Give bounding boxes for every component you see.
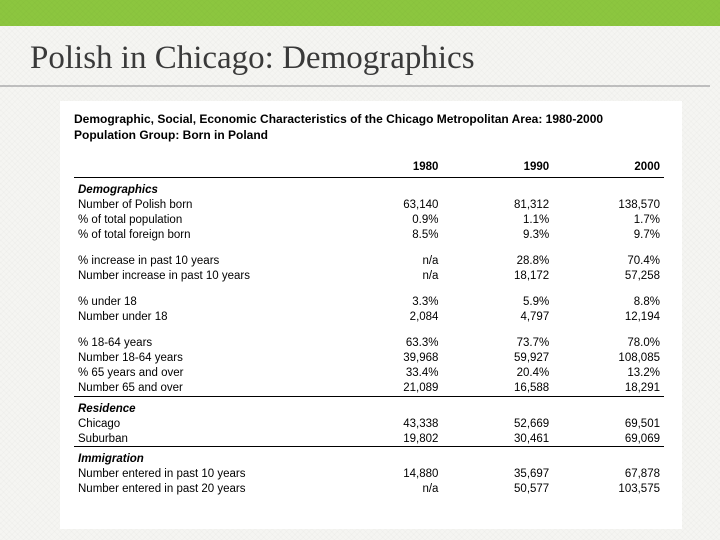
cell-value: 108,085	[553, 351, 664, 366]
section-heading: Immigration	[74, 447, 664, 467]
col-header-year: 2000	[553, 149, 664, 178]
cell-value: n/a	[332, 269, 443, 284]
row-label: % increase in past 10 years	[74, 254, 332, 269]
table-row: Number 18-64 years39,96859,927108,085	[74, 351, 664, 366]
table-row: Number entered in past 10 years14,88035,…	[74, 467, 664, 482]
cell-value: 8.5%	[332, 228, 443, 243]
col-header-year: 1990	[442, 149, 553, 178]
cell-value: 16,588	[442, 381, 553, 397]
table-row: % 65 years and over33.4%20.4%13.2%	[74, 366, 664, 381]
row-label: Number entered in past 10 years	[74, 467, 332, 482]
col-header-blank	[74, 149, 332, 178]
row-label: Number 65 and over	[74, 381, 332, 397]
table-row: Number 65 and over21,08916,58818,291	[74, 381, 664, 397]
table-row: Number increase in past 10 yearsn/a18,17…	[74, 269, 664, 284]
cell-value: 78.0%	[553, 336, 664, 351]
table-row: % increase in past 10 yearsn/a28.8%70.4%	[74, 254, 664, 269]
row-label: Number increase in past 10 years	[74, 269, 332, 284]
section-heading: Demographics	[74, 178, 664, 198]
table-row: Number of Polish born63,14081,312138,570	[74, 198, 664, 213]
cell-value: 14,880	[332, 467, 443, 482]
cell-value: 4,797	[442, 310, 553, 325]
cell-value: 9.7%	[553, 228, 664, 243]
caption-line-1: Demographic, Social, Economic Characteri…	[74, 112, 603, 126]
row-label: % 18-64 years	[74, 336, 332, 351]
cell-value: n/a	[332, 482, 443, 497]
cell-value: 43,338	[332, 416, 443, 431]
cell-value: 52,669	[442, 416, 553, 431]
cell-value: 35,697	[442, 467, 553, 482]
col-header-year: 1980	[332, 149, 443, 178]
caption-line-2: Population Group: Born in Poland	[74, 128, 268, 142]
cell-value: 69,501	[553, 416, 664, 431]
row-label: Suburban	[74, 431, 332, 447]
cell-value: 59,927	[442, 351, 553, 366]
cell-value: 1.1%	[442, 213, 553, 228]
cell-value: 9.3%	[442, 228, 553, 243]
cell-value: 103,575	[553, 482, 664, 497]
table-row: % under 183.3%5.9%8.8%	[74, 295, 664, 310]
row-label: % 65 years and over	[74, 366, 332, 381]
table-caption: Demographic, Social, Economic Characteri…	[74, 111, 664, 143]
cell-value: 2,084	[332, 310, 443, 325]
page-title: Polish in Chicago: Demographics	[0, 26, 710, 87]
cell-value: 21,089	[332, 381, 443, 397]
cell-value: 63.3%	[332, 336, 443, 351]
cell-value: 5.9%	[442, 295, 553, 310]
cell-value: 138,570	[553, 198, 664, 213]
table-row: % 18-64 years63.3%73.7%78.0%	[74, 336, 664, 351]
cell-value: 69,069	[553, 431, 664, 447]
cell-value: 81,312	[442, 198, 553, 213]
cell-value: 67,878	[553, 467, 664, 482]
row-label: % under 18	[74, 295, 332, 310]
table-row: Suburban19,80230,46169,069	[74, 431, 664, 447]
cell-value: 30,461	[442, 431, 553, 447]
table-row: Number under 182,0844,79712,194	[74, 310, 664, 325]
cell-value: n/a	[332, 254, 443, 269]
row-label: Number entered in past 20 years	[74, 482, 332, 497]
table-row: Chicago43,33852,66969,501	[74, 416, 664, 431]
cell-value: 3.3%	[332, 295, 443, 310]
table-row: % of total population0.9%1.1%1.7%	[74, 213, 664, 228]
table-row: % of total foreign born8.5%9.3%9.7%	[74, 228, 664, 243]
table-sheet: Demographic, Social, Economic Characteri…	[60, 101, 682, 529]
cell-value: 1.7%	[553, 213, 664, 228]
accent-bar	[0, 0, 720, 26]
cell-value: 0.9%	[332, 213, 443, 228]
cell-value: 57,258	[553, 269, 664, 284]
cell-value: 20.4%	[442, 366, 553, 381]
table-row: Number entered in past 20 yearsn/a50,577…	[74, 482, 664, 497]
cell-value: 63,140	[332, 198, 443, 213]
cell-value: 70.4%	[553, 254, 664, 269]
cell-value: 39,968	[332, 351, 443, 366]
cell-value: 18,172	[442, 269, 553, 284]
row-label: Number under 18	[74, 310, 332, 325]
row-label: Chicago	[74, 416, 332, 431]
row-label: Number of Polish born	[74, 198, 332, 213]
row-label: Number 18-64 years	[74, 351, 332, 366]
row-label: % of total population	[74, 213, 332, 228]
cell-value: 19,802	[332, 431, 443, 447]
cell-value: 73.7%	[442, 336, 553, 351]
data-table: 1980 1990 2000 DemographicsNumber of Pol…	[74, 149, 664, 497]
cell-value: 12,194	[553, 310, 664, 325]
cell-value: 28.8%	[442, 254, 553, 269]
cell-value: 18,291	[553, 381, 664, 397]
cell-value: 50,577	[442, 482, 553, 497]
cell-value: 13.2%	[553, 366, 664, 381]
row-label: % of total foreign born	[74, 228, 332, 243]
cell-value: 33.4%	[332, 366, 443, 381]
cell-value: 8.8%	[553, 295, 664, 310]
section-heading: Residence	[74, 396, 664, 416]
